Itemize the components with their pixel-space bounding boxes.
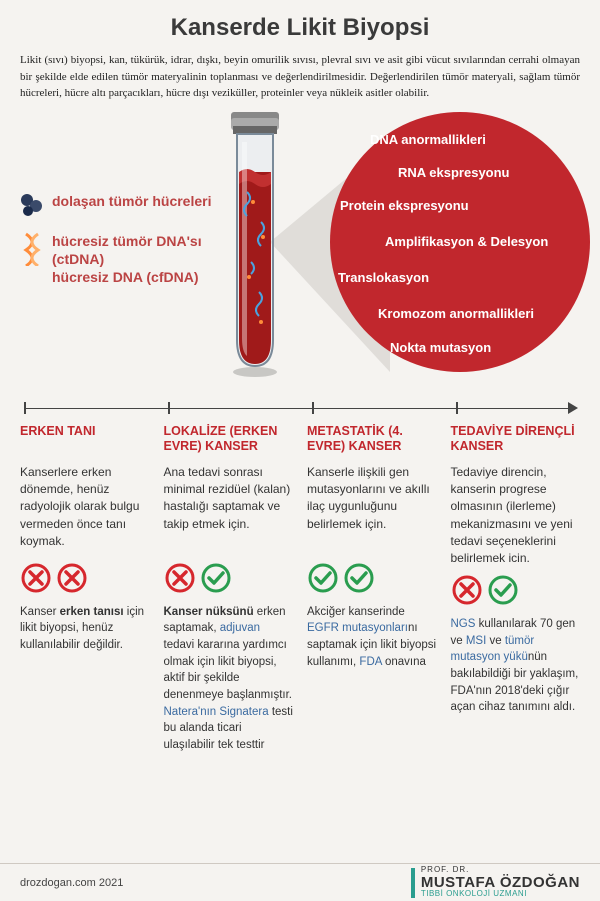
legend-ctc: dolaşan tümör hücreleri [20, 192, 220, 222]
check-icon [343, 562, 375, 594]
axis-tick [24, 402, 26, 414]
page-title: Kanserde Likit Biyopsi [20, 14, 580, 42]
ctc-icon [20, 192, 44, 222]
test-tube [225, 112, 285, 378]
footer: drozdogan.com 2021 PROF. DR. MUSTAFA ÖZD… [0, 863, 600, 901]
stage-heading: METASTATİK (4. EVRE) KANSER [307, 424, 437, 456]
analysis-item: Amplifikasyon & Delesyon [385, 234, 548, 249]
stage-note: Kanser nüksünü erken saptamak, adjuvan t… [164, 604, 294, 754]
legend: dolaşan tümör hücreleri hücresiz tümör D… [20, 192, 220, 297]
status-icons [307, 560, 437, 596]
stage-column: LOKALİZE (ERKEN EVRE) KANSER Ana tedavi s… [164, 424, 294, 754]
dna-icon [20, 232, 44, 262]
axis-tick [168, 402, 170, 414]
stage-description: Kanserle ilişkili gen mutasyonlarını ve … [307, 464, 437, 556]
stage-column: TEDAVİYE DİRENÇLİ KANSER Tedaviye direnci… [451, 424, 581, 754]
analysis-item: Protein ekspresyonu [340, 198, 469, 213]
analysis-item: RNA ekspresyonu [398, 165, 510, 180]
stage-heading: LOKALİZE (ERKEN EVRE) KANSER [164, 424, 294, 456]
stage-note: Akciğer kanserinde EGFR mutasyonlarını s… [307, 604, 437, 671]
analysis-item: Kromozom anormallikleri [378, 306, 534, 321]
check-icon [487, 574, 519, 606]
check-icon [307, 562, 339, 594]
analysis-circle: DNA anormallikleri RNA ekspresyonu Protein… [330, 112, 590, 372]
cross-icon [164, 562, 196, 594]
timeline-axis [20, 396, 580, 420]
axis-arrow-icon [568, 402, 578, 414]
axis-tick [456, 402, 458, 414]
analysis-item: Translokasyon [338, 270, 429, 285]
stage-description: Kanserlere erken dönemde, henüz radyoloj… [20, 464, 150, 556]
status-icons [451, 572, 581, 608]
cross-icon [56, 562, 88, 594]
stage-heading: TEDAVİYE DİRENÇLİ KANSER [451, 424, 581, 456]
stage-column: ERKEN TANI Kanserlere erken dönemde, henü… [20, 424, 150, 754]
axis-tick [312, 402, 314, 414]
status-icons [20, 560, 150, 596]
timeline: ERKEN TANI Kanserlere erken dönemde, henü… [20, 396, 580, 754]
legend-ctc-label: dolaşan tümör hücreleri [52, 192, 211, 210]
legend-ctdna-label: hücresiz tümör DNA'sı (ctDNA)hücresiz DN… [52, 232, 220, 287]
intro-text: Likit (sıvı) biyopsi, kan, tükürük, idra… [20, 52, 580, 102]
stage-column: METASTATİK (4. EVRE) KANSER Kanserle iliş… [307, 424, 437, 754]
stage-note: NGS kullanılarak 70 gen ve MSI ve tümör … [451, 616, 581, 716]
legend-ctdna: hücresiz tümör DNA'sı (ctDNA)hücresiz DN… [20, 232, 220, 287]
stage-description: Tedaviye direncin, kanserin progrese olm… [451, 464, 581, 568]
analysis-item: DNA anormallikleri [370, 132, 486, 147]
footer-logo: PROF. DR. MUSTAFA ÖZDOĞAN TIBBİ ONKOLOJİ… [411, 866, 580, 899]
cross-icon [20, 562, 52, 594]
status-icons [164, 560, 294, 596]
check-icon [200, 562, 232, 594]
analysis-item: Nokta mutasyon [390, 340, 491, 355]
stage-note: Kanser erken tanısı için likit biyopsi, … [20, 604, 150, 654]
cross-icon [451, 574, 483, 606]
stage-description: Ana tedavi sonrası minimal rezidüel (kal… [164, 464, 294, 556]
stage-heading: ERKEN TANI [20, 424, 150, 456]
footer-source: drozdogan.com 2021 [20, 877, 123, 889]
main-diagram: DNA anormallikleri RNA ekspresyonu Protein… [20, 112, 580, 392]
